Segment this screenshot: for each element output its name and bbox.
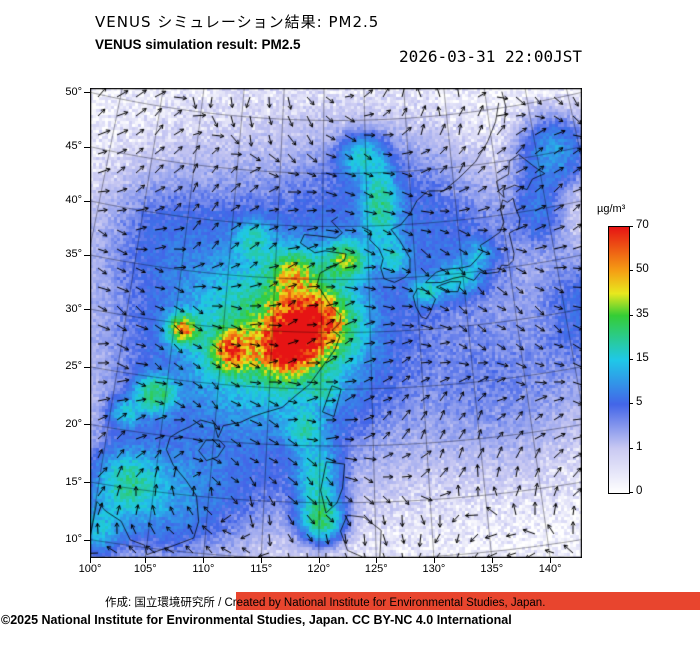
lon-tick-label: 140° [538,563,562,575]
colorbar-tick [629,314,633,316]
colorbar-gradient [608,226,630,494]
lat-tick [84,92,90,94]
colorbar-tick [629,226,633,227]
lon-tick-label: 115° [250,563,273,575]
lat-tick-label: 20° [65,417,82,430]
map-plot [90,88,582,558]
lon-tick [376,558,378,563]
lat-tick [84,482,90,484]
lat-tick [84,424,90,426]
footer-red-band [236,592,700,610]
colorbar-tick [629,270,633,272]
lat-tick-label: 10° [65,533,82,546]
lon-tick [491,558,493,563]
lon-tick [433,558,435,563]
lon-tick-label: 105° [133,563,157,575]
colorbar-tick [629,359,633,360]
lat-tick [84,254,90,256]
lat-tick-label: 30° [65,302,82,315]
colorbar-tick [629,492,633,493]
lat-tick-label: 15° [65,475,82,488]
lon-tick-label: 120° [307,563,331,575]
lon-tick-label: 130° [422,563,446,575]
lon-tick-label: 125° [364,563,388,575]
footer-credit-en: Created by National Institute for Enviro… [224,597,546,609]
page-title-jp: VENUS シミュレーション結果: PM2.5 [95,13,380,31]
colorbar-tick-label: 0 [636,485,643,497]
colorbar-tick-label: 15 [636,352,649,364]
lat-tick [84,309,90,310]
lat-tick-label: 35° [65,248,82,261]
lon-tick-label: 110° [192,563,215,575]
colorbar-unit: µg/m³ [597,203,626,215]
colorbar-tick [629,447,633,449]
colorbar-tick-label: 50 [636,263,649,276]
page-title-en: VENUS simulation result: PM2.5 [95,37,301,52]
lon-tick-label: 135° [480,563,504,575]
lon-tick [550,558,552,563]
lon-tick [145,558,147,563]
lat-tick [84,146,90,148]
lat-tick-label: 25° [65,360,82,373]
colorbar-tick-label: 35 [636,307,649,320]
lon-tick [203,558,205,563]
lat-tick [84,539,90,541]
lat-tick-label: 50° [65,85,82,98]
lat-tick-label: 45° [65,140,82,153]
colorbar-tick [629,403,633,405]
colorbar-tick-label: 5 [636,396,643,409]
colorbar-tick-label: 70 [636,219,649,231]
lat-tick [84,366,90,368]
colorbar-tick-label: 1 [636,440,643,453]
lat-tick-label: 40° [65,194,82,207]
footer-credit-text: 作成: 国立環境研究所 / Created by National Instit… [105,594,545,610]
pm25-map-canvas [90,88,582,558]
footer-credit-jp: 作成: 国立環境研究所 / [105,597,225,609]
valid-time: 2026-03-31 22:00JST [399,47,583,66]
footer-credit-line: 作成: 国立環境研究所 / Created by National Instit… [0,592,700,610]
lat-tick [84,200,90,202]
lon-tick [318,558,320,563]
footer-license: ©2025 National Institute for Environment… [1,613,512,627]
lon-tick [261,558,263,563]
lon-tick-label: 100° [78,563,102,575]
lon-tick [90,558,91,563]
